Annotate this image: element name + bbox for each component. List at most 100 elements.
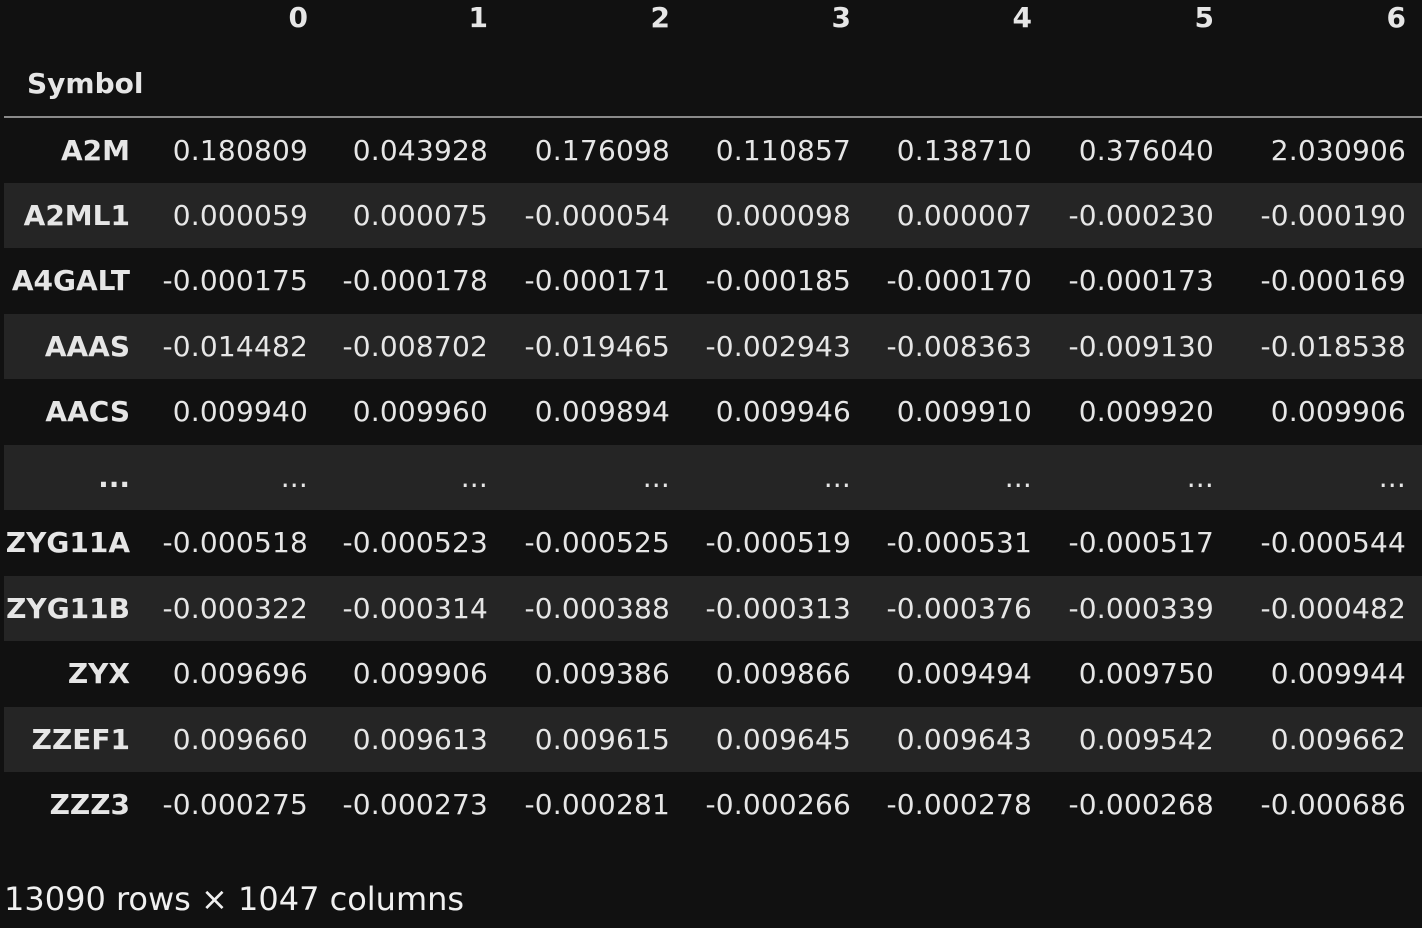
table-cell: -0.000314 — [342, 591, 488, 625]
column-header: 3 — [831, 1, 851, 34]
table-row: AACS 0.009940 0.009960 0.009894 0.009946 0.00… — [4, 379, 1422, 445]
column-header: 1 — [468, 1, 488, 34]
column-header: 6 — [1386, 1, 1406, 34]
table-cell: -0.000275 — [162, 788, 308, 822]
table-cell: -0.000278 — [886, 788, 1032, 822]
table-cell: 0.009613 — [352, 722, 488, 756]
table-row: ZYG11B -0.000322 -0.000314 -0.000388 -0.0003… — [4, 575, 1422, 641]
table-cell: 0.110857 — [715, 133, 851, 167]
table-cell: -0.000686 — [1260, 788, 1406, 822]
table-cell: -0.000175 — [162, 264, 308, 298]
table-cell: 0.009946 — [715, 395, 851, 429]
table-cell: -0.014482 — [162, 329, 308, 363]
table-cell: -0.000518 — [162, 526, 308, 560]
row-index-label: A4GALT — [11, 264, 130, 298]
column-header-row: 0 1 2 3 4 5 6 — [4, 0, 1422, 50]
table-cell: ... — [1004, 460, 1032, 494]
index-name-row: Symbol — [4, 50, 1422, 118]
column-header: 2 — [650, 1, 670, 34]
table-cell: 0.138710 — [896, 133, 1032, 167]
empty-header-cell — [686, 50, 867, 118]
table-cell: 0.009696 — [172, 657, 308, 691]
table-cell: 0.000007 — [896, 198, 1032, 232]
table-cell: 0.180809 — [172, 133, 308, 167]
table-cell: 0.009910 — [896, 395, 1032, 429]
empty-header-cell — [867, 50, 1048, 118]
table-row: A4GALT -0.000175 -0.000178 -0.000171 -0.0001… — [4, 248, 1422, 314]
table-body: A2M 0.180809 0.043928 0.176098 0.110857 0.138… — [4, 117, 1422, 838]
table-cell: 0.009660 — [172, 722, 308, 756]
table-cell: 0.009940 — [172, 395, 308, 429]
empty-header-cell — [504, 50, 686, 118]
table-cell: -0.000178 — [342, 264, 488, 298]
table-cell: -0.002943 — [705, 329, 851, 363]
row-index-label: ZZZ3 — [49, 788, 130, 822]
table-cell: 0.009750 — [1078, 657, 1214, 691]
table-cell: -0.000531 — [886, 526, 1032, 560]
table-cell: 0.000059 — [172, 198, 308, 232]
table-cell: -0.000170 — [886, 264, 1032, 298]
row-index-label: A2ML1 — [23, 198, 130, 232]
table-cell: 0.009920 — [1078, 395, 1214, 429]
table-cell: -0.000482 — [1260, 591, 1406, 625]
table-cell: -0.000281 — [524, 788, 670, 822]
table-cell: 0.009494 — [896, 657, 1032, 691]
table-cell: 0.009542 — [1078, 722, 1214, 756]
table-cell: ... — [280, 460, 308, 494]
table-cell: -0.000519 — [705, 526, 851, 560]
empty-header-cell — [324, 50, 504, 118]
table-cell: -0.000322 — [162, 591, 308, 625]
table-cell: -0.000054 — [524, 198, 670, 232]
row-index-label: ZYG11A — [5, 526, 130, 560]
corner-cell — [4, 0, 146, 50]
column-header: 0 — [288, 1, 308, 34]
table-cell: -0.000266 — [705, 788, 851, 822]
table-cell: -0.000523 — [342, 526, 488, 560]
row-index-label: ZYX — [67, 657, 130, 691]
table-cell: -0.000273 — [342, 788, 488, 822]
table-cell: ... — [1378, 460, 1406, 494]
table-cell: -0.000376 — [886, 591, 1032, 625]
table-cell: -0.018538 — [1260, 329, 1406, 363]
table-cell: ... — [460, 460, 488, 494]
table-row: ........................ — [4, 444, 1422, 510]
table-cell: ... — [1186, 460, 1214, 494]
table-cell: 0.043928 — [352, 133, 488, 167]
table-cell: -0.000185 — [705, 264, 851, 298]
table-cell: 0.009645 — [715, 722, 851, 756]
table-cell: -0.009130 — [1068, 329, 1214, 363]
table-row: ZYG11A -0.000518 -0.000523 -0.000525 -0.0005… — [4, 510, 1422, 576]
empty-header-cell — [146, 50, 324, 118]
table-header: 0 1 2 3 4 5 6 Symbol — [4, 0, 1422, 118]
table-row: ZYX 0.009696 0.009906 0.009386 0.009866 0.009… — [4, 641, 1422, 707]
table-cell: -0.000339 — [1068, 591, 1214, 625]
index-name: Symbol — [4, 50, 146, 118]
table-cell: 0.009866 — [715, 657, 851, 691]
table-cell: -0.000173 — [1068, 264, 1214, 298]
table-cell: 0.000098 — [715, 198, 851, 232]
table-cell: ... — [823, 460, 851, 494]
empty-header-cell — [1048, 50, 1230, 118]
row-index-label: AAAS — [44, 329, 130, 363]
table-cell: -0.000169 — [1260, 264, 1406, 298]
table-cell: 0.176098 — [534, 133, 670, 167]
empty-header-cell — [1230, 50, 1422, 118]
table-cell: 0.000075 — [352, 198, 488, 232]
row-index-label: ZYG11B — [6, 591, 130, 625]
table-cell: -0.000388 — [524, 591, 670, 625]
table-cell: -0.000268 — [1068, 788, 1214, 822]
table-cell: 0.009662 — [1270, 722, 1406, 756]
column-header: 4 — [1012, 1, 1032, 34]
row-index-label: ... — [98, 460, 130, 494]
table-cell: -0.000171 — [524, 264, 670, 298]
table-cell: -0.008363 — [886, 329, 1032, 363]
table-cell: 0.009906 — [352, 657, 488, 691]
table-cell: 0.009960 — [352, 395, 488, 429]
table-cell: 0.376040 — [1078, 133, 1214, 167]
table-cell: ... — [642, 460, 670, 494]
table-cell: 0.009386 — [534, 657, 670, 691]
table-cell: -0.008702 — [342, 329, 488, 363]
column-header: 5 — [1194, 1, 1214, 34]
table-cell: 0.009615 — [534, 722, 670, 756]
